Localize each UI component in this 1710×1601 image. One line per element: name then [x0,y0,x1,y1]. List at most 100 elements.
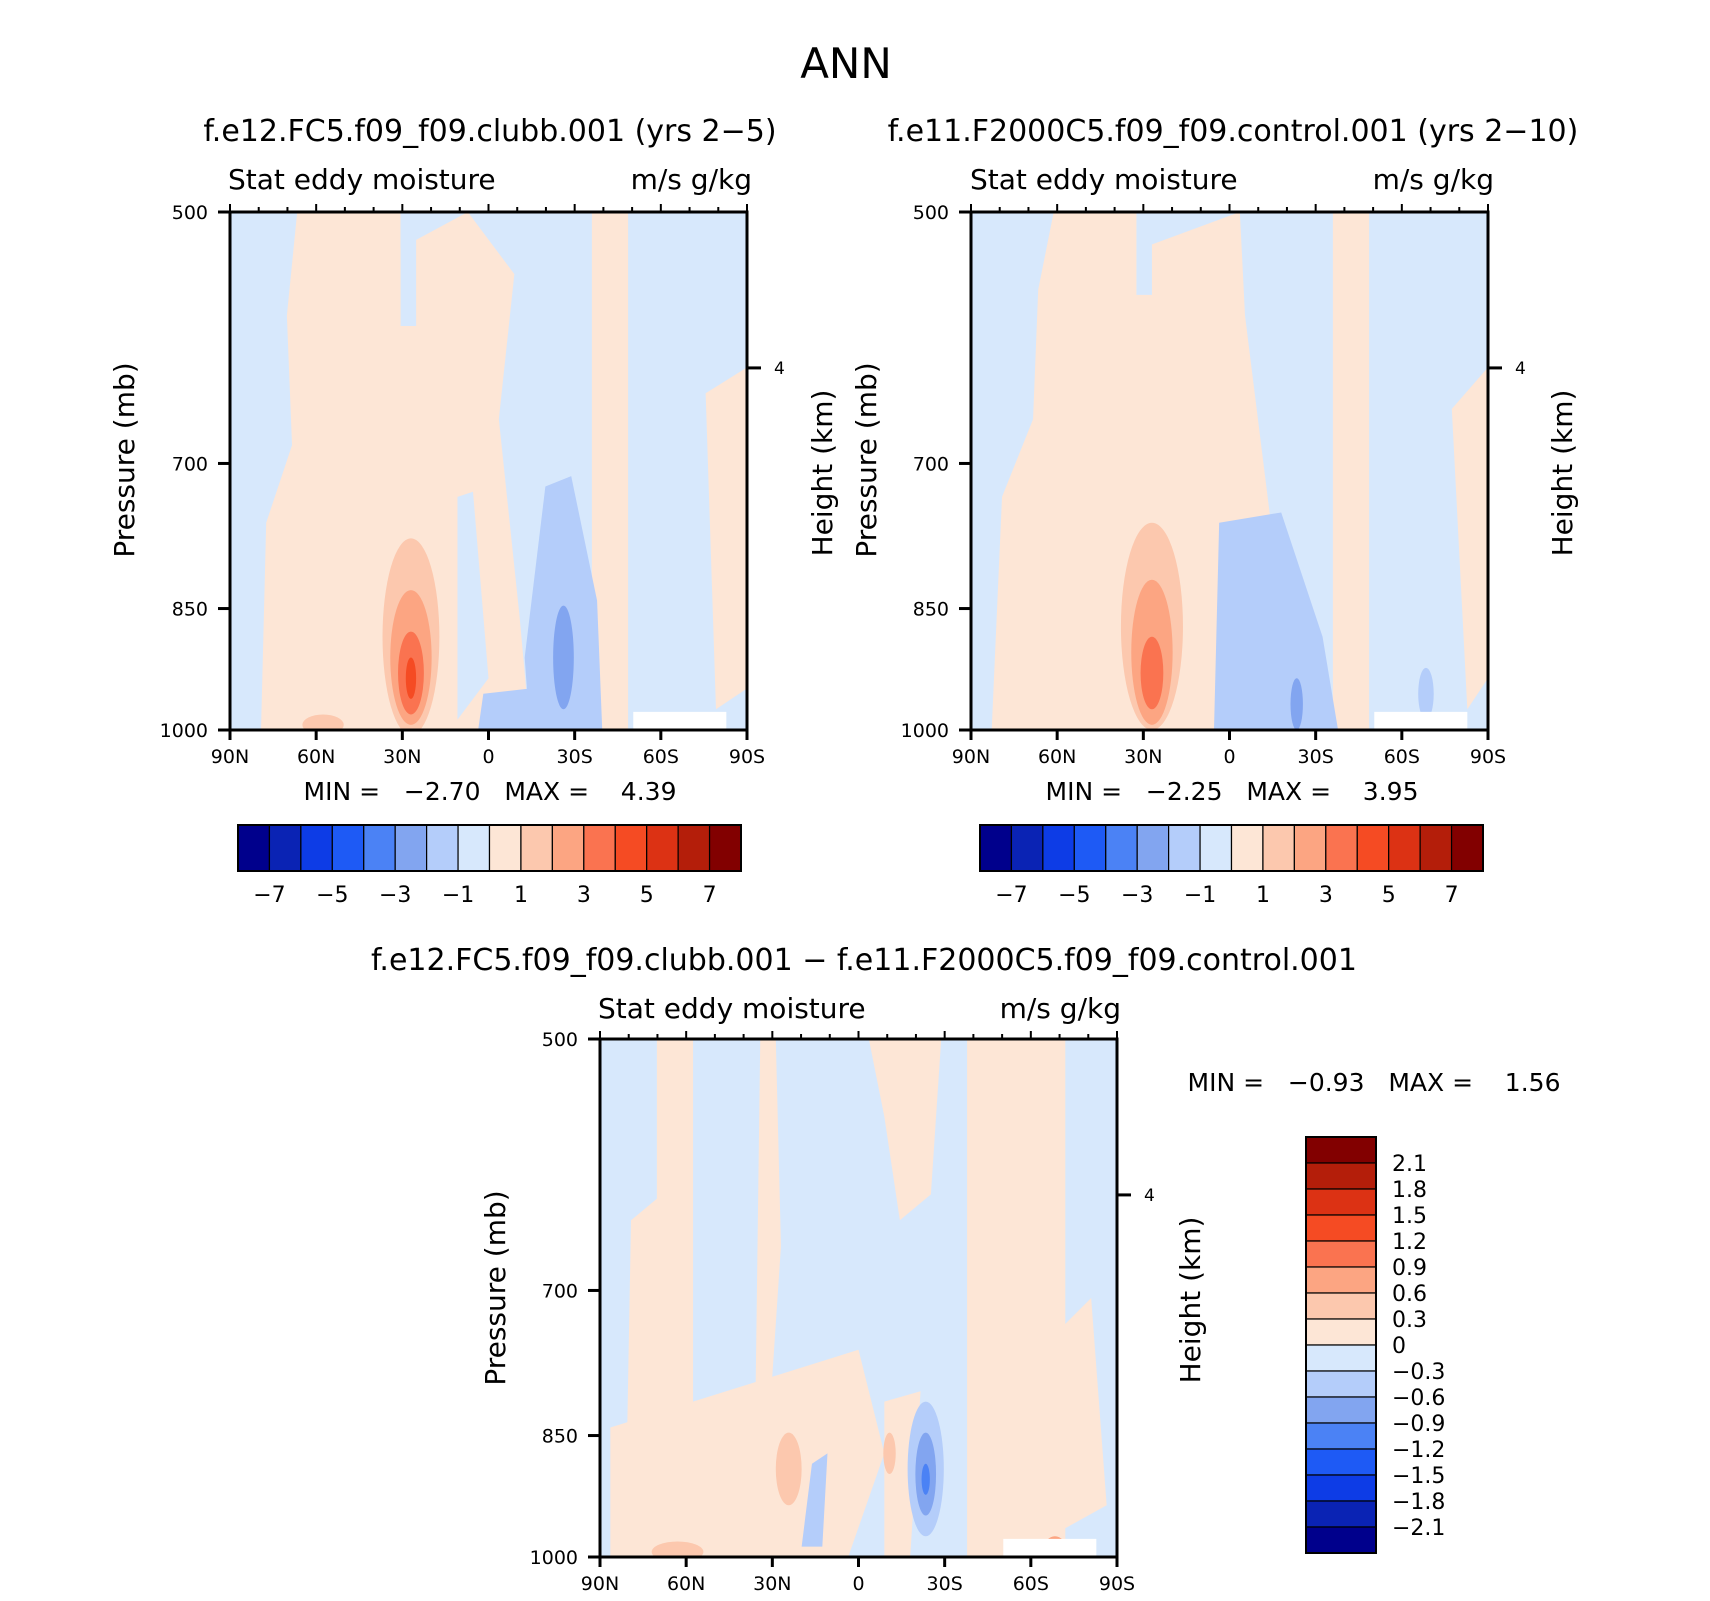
colorbar-label: −5 [316,883,348,908]
x-tick-label: 0 [852,1573,864,1595]
colorbar-swatch [268,824,302,872]
colorbar-swatch [614,824,648,872]
cool-core-30s [1290,678,1303,730]
colorbar-swatch [237,824,271,872]
colorbar-swatch [394,824,428,872]
colorbar-label: 5 [640,883,654,908]
cool-core-30s [553,605,574,710]
y-tick-label: 850 [542,1426,578,1448]
missing-data [1003,1538,1097,1557]
cool-tongue [457,491,489,720]
warm-anomaly-core [405,657,417,699]
warm-edge-sh [705,367,747,710]
cool-strip [1136,212,1152,295]
field-label: Stat eddy moisture [228,163,496,196]
colorbar-swatch [1042,824,1075,872]
contour-field [600,1039,1117,1557]
x-tick-label: 30S [1298,746,1334,768]
colorbar-swatch [1305,1370,1377,1398]
colorbar-swatch [1293,824,1327,872]
colorbar-swatch [1262,824,1295,872]
colorbar-swatch [979,824,1013,872]
contour-field [971,212,1488,730]
y-tick-label: 1000 [530,1547,578,1569]
colorbar-swatch [1305,1188,1377,1216]
colorbar-label: 3 [1319,883,1333,908]
field-label: Stat eddy moisture [970,163,1238,196]
cool-strip [400,212,417,326]
colorbar-swatch [1136,824,1170,872]
warm-region-nh [991,212,1282,730]
colorbar-label: 3 [577,883,591,908]
colorbar-frame [237,824,742,872]
x-tick-label: 60S [1013,1573,1049,1595]
panel-title: f.e12.FC5.f09_f09.clubb.001 − f.e11.F200… [371,943,1357,978]
x-tick-label: 30S [927,1573,963,1595]
colorbar-label: 2.1 [1392,1152,1427,1177]
figure-title: ANN [800,39,892,88]
colorbar-swatch [1305,1318,1377,1346]
colorbar-frame [1305,1136,1377,1554]
colorbar-swatch [1305,1240,1377,1268]
y-axis-label: Pressure (mb) [108,362,141,557]
colorbar-label: 0.9 [1392,1256,1427,1281]
x-tick-label: 90N [952,746,990,768]
y-tick-label: 500 [913,202,949,224]
y-right-tick-label: 4 [1515,359,1526,379]
warm-anomaly-inner [1140,636,1164,710]
colorbar-label: −1.2 [1392,1438,1445,1463]
colorbar-swatch [1325,824,1358,872]
panel-diff: f.e12.FC5.f09_f09.clubb.001 − f.e11.F200… [371,943,1560,1595]
colorbar-swatch [1230,824,1264,872]
units-label: m/s g/kg [1000,992,1121,1025]
cool-patch-sh [1418,667,1434,720]
cool-base [478,688,541,730]
colorbar-label: 7 [703,883,717,908]
colorbar-swatch [1305,1136,1377,1164]
colorbar-label: −1 [442,883,474,908]
x-tick-label: 60N [667,1573,705,1595]
x-tick-label: 90N [581,1573,619,1595]
field-label: Stat eddy moisture [598,992,866,1025]
y-tick-label: 1000 [901,720,949,742]
colorbar-label: −0.3 [1392,1360,1445,1385]
panel-title: f.e11.F2000C5.f09_f09.control.001 (yrs 2… [888,114,1579,149]
missing-data [633,711,727,730]
min-max-stats: MIN = −0.93 MAX = 1.56 [1188,1068,1561,1097]
colorbar-label: 0.3 [1392,1308,1427,1333]
warm-band-4 [868,1039,942,1221]
min-max-stats: MIN = −2.25 MAX = 3.95 [1046,777,1419,806]
colorbar-frame [979,824,1484,872]
panel-clubb: f.e12.FC5.f09_f09.clubb.001 (yrs 2−5) St… [108,114,839,908]
colorbar-swatch [1305,1526,1377,1554]
x-tick-label: 90N [211,746,249,768]
y-axis-right-label: Height (km) [806,390,839,557]
y-axis-right-label: Height (km) [1174,1217,1207,1384]
x-tick-label: 90S [1099,1573,1135,1595]
colorbar-label: 7 [1445,883,1459,908]
colorbar-swatch [1073,824,1107,872]
colorbar-swatch [1305,1344,1377,1372]
units-label: m/s g/kg [631,163,752,196]
colorbar-label: 5 [1382,883,1396,908]
colorbar-swatch [1356,824,1390,872]
colorbar-swatch [1305,1266,1377,1294]
min-max-stats: MIN = −2.70 MAX = 4.39 [304,777,677,806]
colorbar-swatch [708,824,742,872]
colorbar-swatch [1305,1292,1377,1320]
colorbar-swatch [1305,1396,1377,1424]
x-tick-label: 90S [1470,746,1506,768]
colorbar-label: 1.8 [1392,1178,1427,1203]
colorbar-swatch [1199,824,1233,872]
warm-region-sh [1332,212,1370,730]
colorbar-label: 1 [514,883,528,908]
colorbar-swatch [583,824,616,872]
x-tick-label: 0 [482,746,494,768]
colorbar-swatch [331,824,365,872]
y-tick-label: 850 [172,599,208,621]
colorbar-swatch [677,824,711,872]
colorbar-label: −1.8 [1392,1490,1445,1515]
colorbar-label: −7 [253,883,285,908]
colorbar-swatch [646,824,679,872]
missing-data [1374,711,1468,730]
